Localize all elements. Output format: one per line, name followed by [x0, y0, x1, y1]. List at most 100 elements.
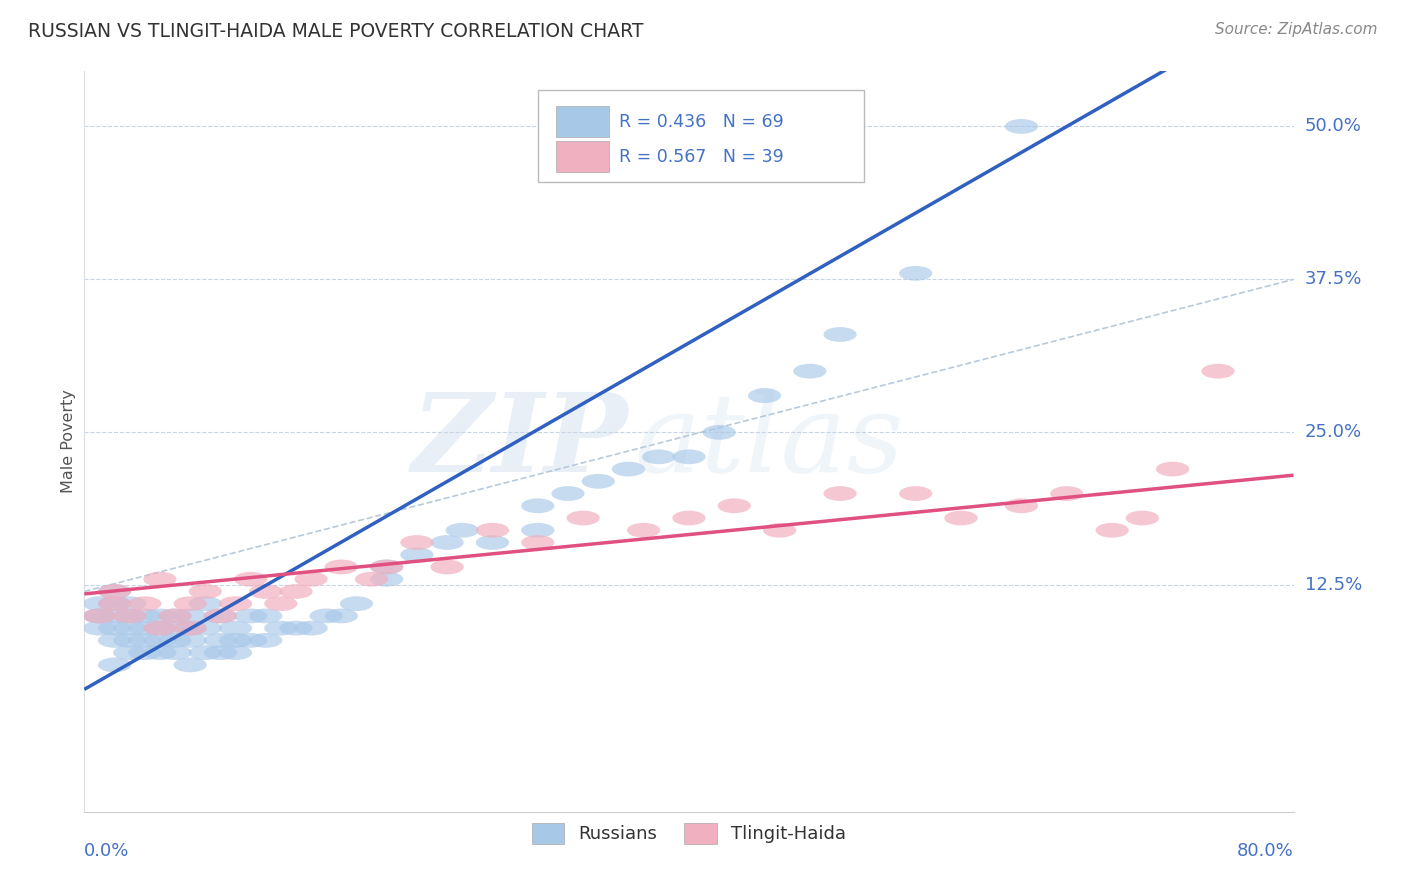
- Ellipse shape: [98, 621, 131, 636]
- Ellipse shape: [219, 633, 252, 648]
- Ellipse shape: [98, 657, 131, 673]
- Ellipse shape: [98, 596, 131, 611]
- Ellipse shape: [522, 499, 554, 513]
- Ellipse shape: [219, 621, 252, 636]
- FancyBboxPatch shape: [538, 90, 865, 183]
- Ellipse shape: [173, 608, 207, 624]
- Ellipse shape: [112, 621, 146, 636]
- Ellipse shape: [112, 596, 146, 611]
- Ellipse shape: [173, 657, 207, 673]
- Ellipse shape: [159, 608, 191, 624]
- Ellipse shape: [143, 645, 177, 660]
- Ellipse shape: [1005, 119, 1038, 134]
- Ellipse shape: [551, 486, 585, 501]
- Ellipse shape: [204, 608, 238, 624]
- Ellipse shape: [204, 608, 238, 624]
- Ellipse shape: [204, 633, 238, 648]
- Ellipse shape: [233, 633, 267, 648]
- Ellipse shape: [249, 633, 283, 648]
- Ellipse shape: [309, 608, 343, 624]
- Ellipse shape: [159, 645, 191, 660]
- Ellipse shape: [824, 327, 856, 342]
- Ellipse shape: [204, 645, 238, 660]
- Ellipse shape: [370, 559, 404, 574]
- Ellipse shape: [522, 523, 554, 538]
- Ellipse shape: [294, 621, 328, 636]
- Ellipse shape: [143, 572, 177, 587]
- Ellipse shape: [325, 559, 359, 574]
- Ellipse shape: [219, 645, 252, 660]
- Text: R = 0.567   N = 39: R = 0.567 N = 39: [619, 147, 783, 166]
- Text: 0.0%: 0.0%: [84, 842, 129, 860]
- Ellipse shape: [643, 450, 675, 464]
- Ellipse shape: [128, 645, 162, 660]
- Ellipse shape: [898, 266, 932, 281]
- Text: R = 0.436   N = 69: R = 0.436 N = 69: [619, 112, 783, 131]
- Ellipse shape: [98, 584, 131, 599]
- Text: 80.0%: 80.0%: [1237, 842, 1294, 860]
- Ellipse shape: [824, 486, 856, 501]
- Ellipse shape: [1005, 499, 1038, 513]
- Ellipse shape: [128, 608, 162, 624]
- Ellipse shape: [475, 523, 509, 538]
- Ellipse shape: [793, 364, 827, 378]
- Ellipse shape: [83, 608, 117, 624]
- Y-axis label: Male Poverty: Male Poverty: [60, 390, 76, 493]
- Ellipse shape: [340, 596, 373, 611]
- Text: 12.5%: 12.5%: [1305, 576, 1362, 594]
- Ellipse shape: [672, 450, 706, 464]
- Ellipse shape: [173, 621, 207, 636]
- Ellipse shape: [83, 621, 117, 636]
- Ellipse shape: [1050, 486, 1084, 501]
- Ellipse shape: [98, 596, 131, 611]
- Ellipse shape: [672, 510, 706, 525]
- Ellipse shape: [128, 596, 162, 611]
- Ellipse shape: [1201, 364, 1234, 378]
- Ellipse shape: [1156, 462, 1189, 476]
- Ellipse shape: [98, 608, 131, 624]
- Ellipse shape: [717, 499, 751, 513]
- Ellipse shape: [233, 572, 267, 587]
- Ellipse shape: [627, 523, 661, 538]
- Ellipse shape: [143, 608, 177, 624]
- Ellipse shape: [188, 596, 222, 611]
- Ellipse shape: [1126, 510, 1159, 525]
- Ellipse shape: [475, 535, 509, 549]
- Ellipse shape: [143, 621, 177, 636]
- Ellipse shape: [143, 621, 177, 636]
- Ellipse shape: [188, 584, 222, 599]
- Ellipse shape: [173, 633, 207, 648]
- Ellipse shape: [401, 548, 433, 562]
- Ellipse shape: [294, 572, 328, 587]
- Ellipse shape: [112, 645, 146, 660]
- FancyBboxPatch shape: [555, 106, 609, 137]
- Ellipse shape: [98, 633, 131, 648]
- Ellipse shape: [128, 633, 162, 648]
- Ellipse shape: [249, 584, 283, 599]
- Ellipse shape: [280, 584, 312, 599]
- Ellipse shape: [188, 621, 222, 636]
- Ellipse shape: [112, 608, 146, 624]
- Ellipse shape: [446, 523, 479, 538]
- Ellipse shape: [249, 608, 283, 624]
- Ellipse shape: [173, 596, 207, 611]
- Ellipse shape: [354, 572, 388, 587]
- Ellipse shape: [112, 633, 146, 648]
- Ellipse shape: [264, 621, 298, 636]
- Ellipse shape: [98, 584, 131, 599]
- Ellipse shape: [703, 425, 735, 440]
- Ellipse shape: [567, 510, 600, 525]
- Ellipse shape: [219, 596, 252, 611]
- Ellipse shape: [83, 608, 117, 624]
- Ellipse shape: [522, 535, 554, 549]
- Ellipse shape: [264, 596, 298, 611]
- Ellipse shape: [188, 645, 222, 660]
- Ellipse shape: [401, 535, 433, 549]
- Ellipse shape: [748, 388, 782, 403]
- Ellipse shape: [83, 596, 117, 611]
- Ellipse shape: [898, 486, 932, 501]
- Ellipse shape: [430, 535, 464, 549]
- Text: ZIP: ZIP: [412, 388, 628, 495]
- Ellipse shape: [159, 608, 191, 624]
- Ellipse shape: [582, 474, 614, 489]
